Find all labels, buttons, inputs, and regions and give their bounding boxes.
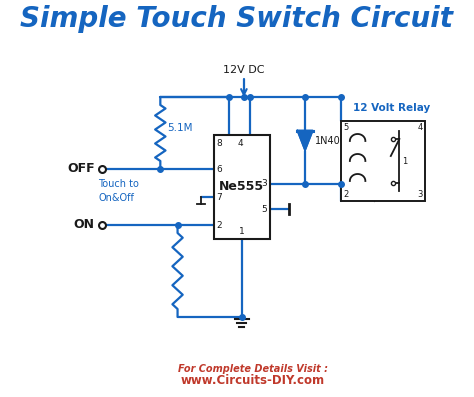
- Text: ON: ON: [74, 218, 95, 231]
- Text: Simple Touch Switch Circuit: Simple Touch Switch Circuit: [20, 5, 454, 33]
- Text: 5: 5: [261, 204, 267, 214]
- Text: 1: 1: [239, 227, 245, 236]
- Text: OFF: OFF: [67, 162, 95, 175]
- Text: 1: 1: [402, 156, 407, 166]
- Text: 7: 7: [216, 193, 222, 202]
- Text: 12V DC: 12V DC: [223, 65, 264, 75]
- Text: 2: 2: [216, 220, 222, 229]
- Text: 1N4007: 1N4007: [315, 135, 354, 145]
- Text: www.Circuits-DIY.com: www.Circuits-DIY.com: [181, 374, 325, 387]
- Text: 5.1M: 5.1M: [167, 123, 193, 133]
- Text: For Complete Details Visit :: For Complete Details Visit :: [177, 364, 328, 374]
- Text: 8: 8: [216, 139, 222, 148]
- Polygon shape: [297, 131, 313, 150]
- Text: 4: 4: [418, 123, 423, 132]
- Text: 12 Volt Relay: 12 Volt Relay: [353, 103, 430, 113]
- Text: 5: 5: [343, 123, 348, 132]
- Text: Ne555: Ne555: [219, 181, 264, 193]
- Text: 3: 3: [418, 190, 423, 199]
- Text: 2: 2: [343, 190, 348, 199]
- Text: 4: 4: [238, 139, 244, 148]
- Text: 6: 6: [216, 164, 222, 173]
- Bar: [341, 121, 425, 201]
- Bar: [214, 135, 270, 239]
- Text: Touch to
On&Off: Touch to On&Off: [98, 179, 139, 202]
- Text: 3: 3: [261, 179, 267, 189]
